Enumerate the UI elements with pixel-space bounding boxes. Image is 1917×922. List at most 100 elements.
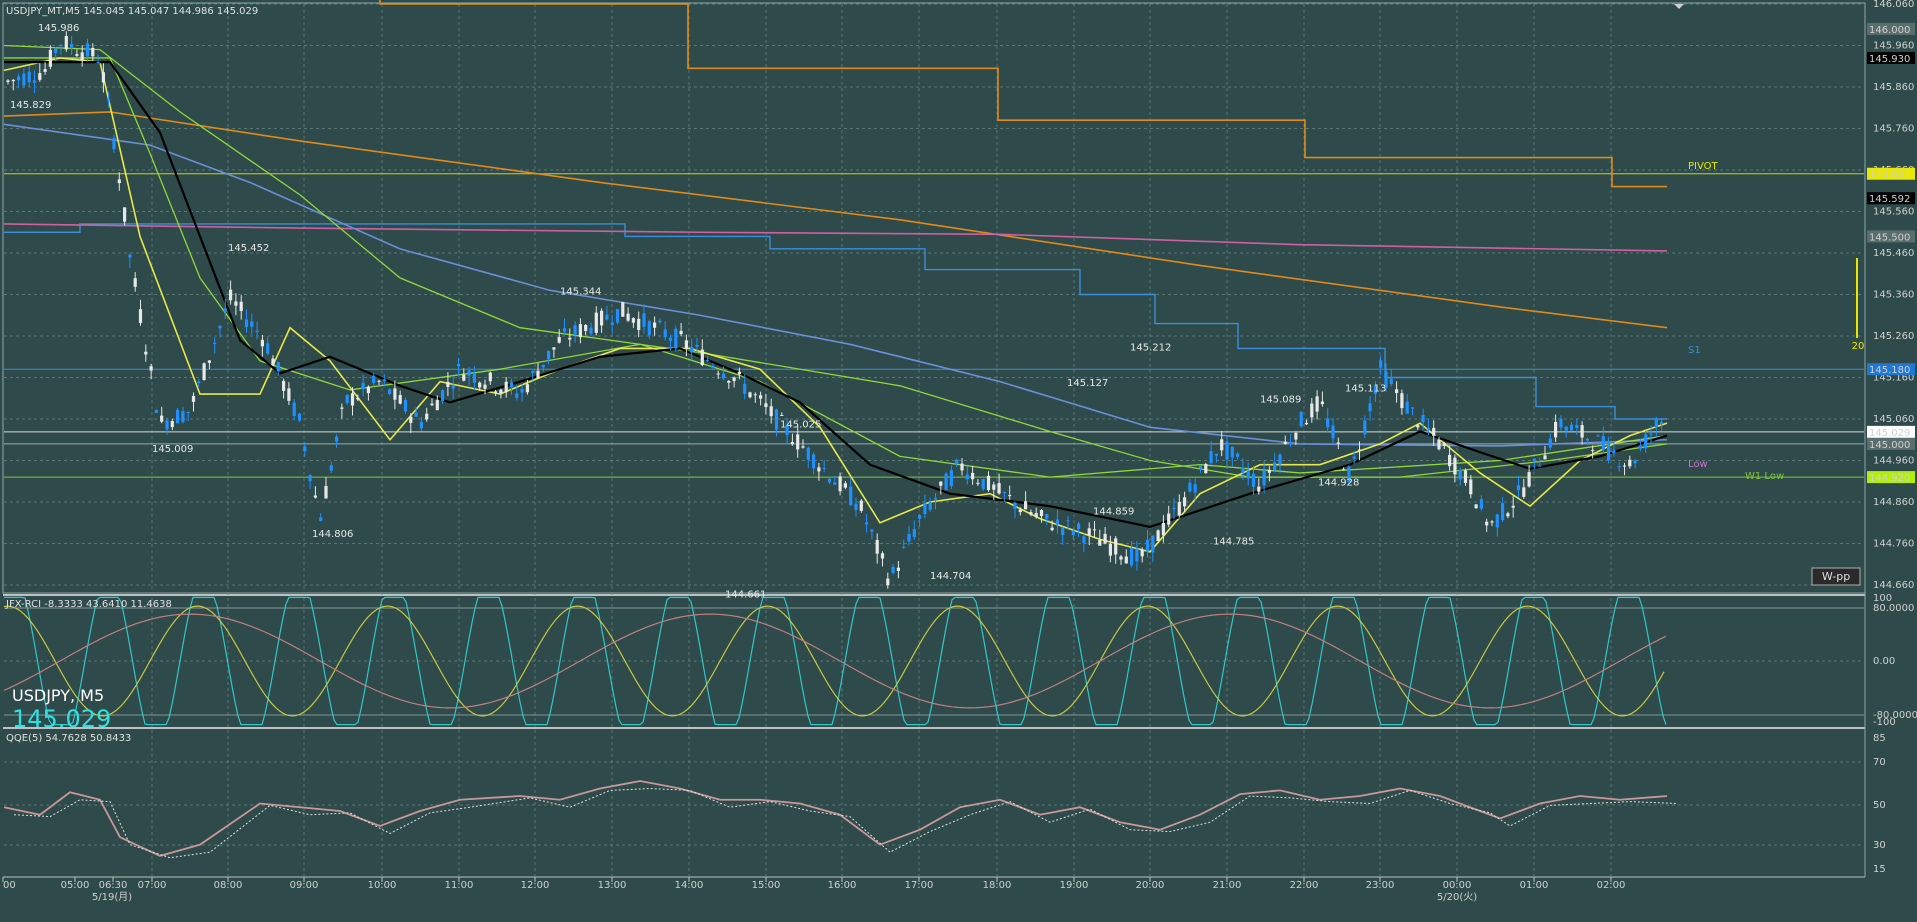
- candle-body: [234, 301, 238, 306]
- candle-body: [27, 71, 31, 83]
- candle-body: [536, 370, 540, 379]
- candle-body: [827, 478, 832, 483]
- candle-body: [1336, 442, 1340, 444]
- rci-slow-line: [3, 613, 1667, 709]
- time-tick-label: 01:00: [1520, 880, 1549, 891]
- candle-body: [456, 363, 461, 367]
- candle-body: [647, 321, 651, 336]
- candle-body: [1130, 547, 1134, 566]
- candle-body: [1029, 512, 1033, 515]
- candle-body: [732, 377, 736, 382]
- candle-body: [1347, 466, 1351, 483]
- rci-tick-label: -80.0000: [1873, 710, 1917, 721]
- candle-body: [38, 73, 42, 80]
- candle-body: [1098, 539, 1102, 546]
- candle-body: [1506, 513, 1510, 517]
- candle-body: [806, 447, 810, 460]
- price-tick-label: 145.260: [1873, 331, 1914, 342]
- candle-body: [854, 503, 858, 510]
- candle-body: [965, 474, 969, 480]
- candle-body: [329, 465, 333, 471]
- candle-body: [1363, 420, 1367, 435]
- candle-body: [43, 69, 47, 72]
- candle-body: [91, 47, 95, 57]
- candle-body: [1262, 470, 1266, 486]
- candle-body: [1373, 386, 1377, 394]
- candle-body: [1326, 418, 1330, 428]
- candle-body: [1596, 435, 1600, 437]
- candle-body: [467, 370, 471, 376]
- price-tick-label: 144.660: [1873, 580, 1914, 591]
- time-tick-label: 12:00: [521, 880, 550, 891]
- candle-body: [1209, 451, 1213, 464]
- candle-body: [1585, 438, 1589, 441]
- candle-body: [176, 409, 180, 424]
- price-tick-label: 146.060: [1873, 0, 1914, 10]
- candle-body: [600, 310, 604, 326]
- candle-body: [1400, 393, 1404, 409]
- candle-body: [1230, 446, 1234, 458]
- candle-body: [107, 99, 111, 102]
- candle-body: [239, 301, 243, 311]
- time-tick-label: 00:00: [1443, 880, 1472, 891]
- candle-body: [54, 48, 58, 54]
- candle-body: [531, 371, 535, 373]
- price-tick-label: 145.860: [1873, 82, 1914, 93]
- time-tick-label: 11:00: [445, 880, 474, 891]
- candle-body: [1135, 548, 1139, 562]
- candle-body: [838, 476, 842, 492]
- candle-body: [759, 395, 763, 399]
- candle-body: [880, 553, 885, 559]
- time-tick-label: 07:00: [138, 880, 167, 891]
- candle-body: [605, 314, 609, 320]
- candle-body: [594, 312, 598, 333]
- candle-body: [462, 374, 466, 381]
- price-annotation: 145.089: [1260, 394, 1301, 405]
- candle-body: [939, 481, 943, 486]
- candle-body: [971, 472, 975, 480]
- w1low-label: W1 Low: [1745, 471, 1784, 482]
- qqe-tick-label: 50: [1873, 800, 1886, 811]
- price-tag: [1867, 471, 1915, 484]
- candle-body: [1516, 485, 1521, 491]
- price-annotation: 144.806: [312, 529, 353, 540]
- candle-body: [706, 359, 710, 361]
- candle-body: [335, 436, 339, 442]
- candle-body: [727, 380, 731, 383]
- candle-body: [870, 529, 874, 532]
- candle-body: [6, 80, 10, 82]
- qqe-rsi-line: [3, 780, 1668, 857]
- candle-body: [992, 484, 996, 490]
- candle-body: [271, 358, 275, 366]
- candle-body: [812, 454, 816, 469]
- wpp-button[interactable]: W-pp: [1811, 567, 1861, 586]
- candle-body: [1384, 371, 1388, 388]
- candle-body: [1289, 442, 1293, 445]
- candle-body: [1119, 556, 1123, 560]
- axes: 146.060145.960145.860145.760145.660145.5…: [2, 0, 1917, 903]
- time-tick-label: 08:00: [214, 880, 243, 891]
- orange-ma-line: [3, 111, 1668, 329]
- candle-body: [843, 483, 847, 488]
- candle-body: [1612, 450, 1616, 454]
- candle-body: [160, 415, 164, 422]
- candle-body: [123, 207, 127, 222]
- candle-body: [1151, 535, 1155, 553]
- candle-body: [949, 470, 953, 487]
- candle-body: [1538, 465, 1542, 467]
- candle-body: [483, 384, 487, 389]
- price-tick-label: 144.960: [1873, 456, 1914, 467]
- candle-body: [541, 364, 545, 368]
- bar-count-label: 20: [1852, 341, 1865, 352]
- time-tick-label: 00: [3, 880, 16, 891]
- candle-body: [1442, 443, 1446, 446]
- candle-body: [1432, 427, 1436, 436]
- candle-body: [1114, 538, 1118, 555]
- chart-shift-marker[interactable]: [1674, 4, 1684, 9]
- candle-body: [1559, 418, 1563, 428]
- rci-tick-label: 80.0000: [1873, 603, 1914, 614]
- candle-body: [202, 363, 206, 380]
- candle-body: [1220, 439, 1224, 451]
- candle-body: [1066, 520, 1070, 522]
